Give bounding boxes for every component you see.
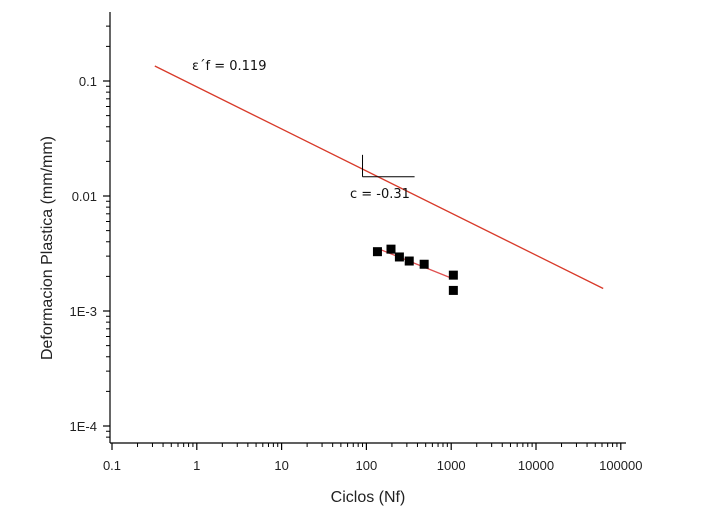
y-tick-label: 0.1 [79,74,97,89]
axes [109,12,626,444]
x-tick-label: 0.1 [103,458,121,473]
x-tick-label: 1000 [437,458,466,473]
y-ticks: 0.1 0.01 1E-3 1E-4 [70,25,110,438]
data-point [372,247,382,257]
data-point [386,244,396,254]
x-tick-label: 100 [356,458,378,473]
data-points [372,244,458,295]
y-tick-label: 1E-3 [70,304,97,319]
x-tick-label: 10 [274,458,288,473]
annotation-epsilon-f: ε´f = 0.119 [192,59,266,74]
slope-triangle [362,154,415,178]
annotation-slope-c: c = -0.31 [350,187,410,202]
data-point [394,252,404,262]
x-tick-label: 1 [193,458,200,473]
data-point [404,256,414,266]
x-axis-title: Ciclos (Nf) [331,489,406,506]
data-point [448,285,458,295]
x-ticks: 0.1 1 10 100 1000 10000 100000 [103,443,642,473]
y-tick-label: 0.01 [72,189,97,204]
y-axis-title: Deformacion Plastica (mm/mm) [39,136,56,360]
x-tick-label: 100000 [599,458,642,473]
y-tick-label: 1E-4 [70,419,97,434]
data-point [419,259,429,269]
x-tick-label: 10000 [518,458,554,473]
data-point [448,270,458,280]
